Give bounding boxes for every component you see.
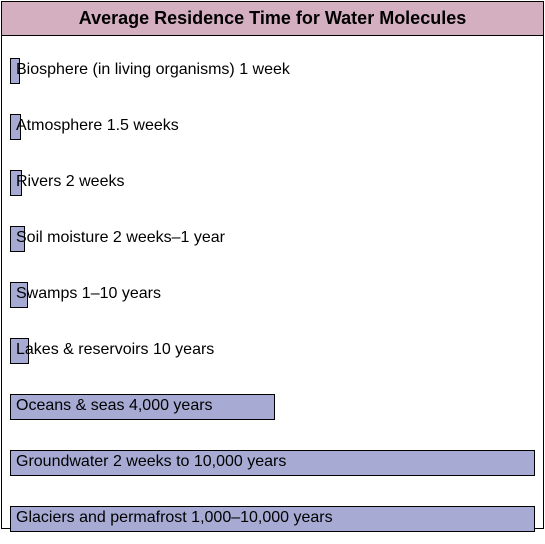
bar-label: Rivers 2 weeks [16,173,124,191]
bar-row: Rivers 2 weeks [8,156,537,208]
bar-label: Biosphere (in living organisms) 1 week [16,61,290,79]
bar-row: Soil moisture 2 weeks–1 year [8,212,537,264]
bar-row: Atmosphere 1.5 weeks [8,100,537,152]
bar-label: Glaciers and permafrost 1,000–10,000 yea… [16,509,333,527]
bar-label: Lakes & reservoirs 10 years [16,341,214,359]
chart-title: Average Residence Time for Water Molecul… [2,2,543,36]
bar-label: Oceans & seas 4,000 years [16,397,213,415]
bar-row: Biosphere (in living organisms) 1 week [8,44,537,96]
bar-label: Swamps 1–10 years [16,285,161,303]
chart-body: Biosphere (in living organisms) 1 week A… [2,36,543,526]
bar-row: Lakes & reservoirs 10 years [8,324,537,376]
bar-label: Groundwater 2 weeks to 10,000 years [16,453,286,471]
bar-label: Soil moisture 2 weeks–1 year [16,229,225,247]
bar-row: Groundwater 2 weeks to 10,000 years [8,436,537,488]
chart-container: Average Residence Time for Water Molecul… [1,1,544,529]
bar-row: Oceans & seas 4,000 years [8,380,537,432]
bar-row: Swamps 1–10 years [8,268,537,320]
bar-label: Atmosphere 1.5 weeks [16,117,179,135]
bar-row: Glaciers and permafrost 1,000–10,000 yea… [8,492,537,544]
